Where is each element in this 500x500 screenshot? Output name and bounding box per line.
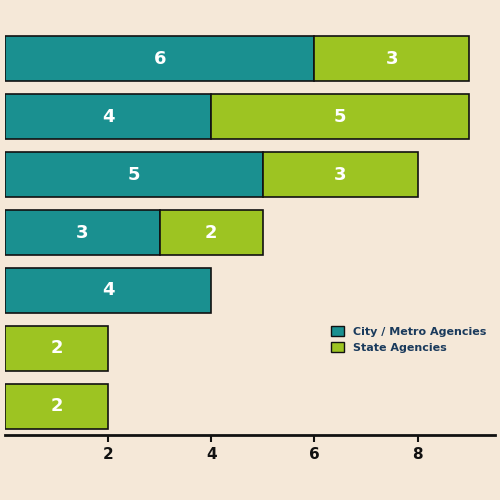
Bar [5,210,160,255]
Bar [314,36,469,82]
Text: 4: 4 [102,282,115,300]
Bar [5,326,108,371]
Text: 3: 3 [76,224,88,242]
Bar [5,384,108,428]
Bar [160,210,263,255]
Text: 5: 5 [128,166,140,184]
Text: 2: 2 [50,397,63,415]
Text: 2: 2 [50,339,63,357]
Text: 4: 4 [102,108,115,126]
Bar [5,268,212,313]
Bar [5,94,212,140]
Text: 3: 3 [334,166,346,184]
Bar [5,36,314,82]
Text: 5: 5 [334,108,346,126]
Bar [5,152,263,197]
Text: 3: 3 [386,50,398,68]
Bar [263,152,418,197]
Legend: City / Metro Agencies, State Agencies: City / Metro Agencies, State Agencies [327,323,490,356]
Bar [212,94,469,140]
Text: 6: 6 [154,50,166,68]
Text: 2: 2 [205,224,218,242]
